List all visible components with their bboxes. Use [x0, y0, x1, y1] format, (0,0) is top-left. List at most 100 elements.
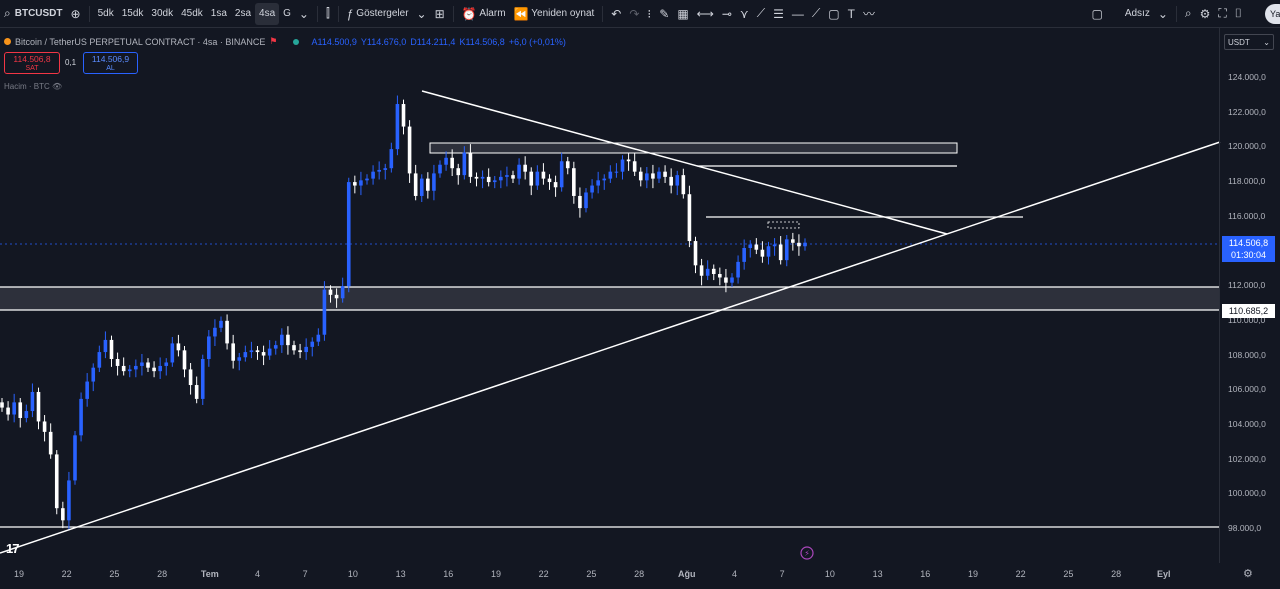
- brush-tool[interactable]: ✎: [655, 3, 673, 25]
- layout-name[interactable]: Adsız: [1124, 8, 1150, 19]
- candle-body: [61, 508, 65, 521]
- x-tick-label: 10: [347, 569, 358, 579]
- y-tick-label: 102.000,0: [1228, 453, 1266, 464]
- interval-30m[interactable]: 30dk: [151, 8, 174, 19]
- fullscreen-button[interactable]: ⛶: [1214, 3, 1230, 25]
- candle-body: [675, 175, 680, 186]
- currency-selector[interactable]: USDT ⌄: [1224, 34, 1274, 50]
- quick-search-button[interactable]: ⌕: [1181, 3, 1196, 25]
- minus-icon: —: [791, 6, 804, 21]
- layout-checkbox[interactable]: ▢: [1087, 3, 1106, 25]
- user-avatar[interactable]: Ya: [1265, 4, 1280, 24]
- hline-tool[interactable]: —: [788, 3, 808, 25]
- drawing-tools-button[interactable]: ⁝: [643, 3, 655, 25]
- candle-body: [584, 192, 588, 209]
- alarm-button[interactable]: ⏰ Alarm: [458, 3, 510, 25]
- snapshot-button[interactable]: ⌷: [1231, 3, 1246, 25]
- compare-symbol-button[interactable]: ⊕: [67, 3, 85, 25]
- candle-body: [626, 159, 631, 162]
- eye-icon[interactable]: 👁: [52, 82, 63, 91]
- replay-button[interactable]: ⏪ Yeniden oynat: [510, 3, 599, 25]
- candle-body: [730, 277, 734, 283]
- text-tool[interactable]: T: [844, 3, 859, 25]
- candle-body: [164, 362, 169, 366]
- fib-tool[interactable]: ☰: [769, 3, 788, 25]
- candle-body: [298, 350, 302, 353]
- candle-body: [73, 435, 77, 481]
- x-tick-label: 25: [109, 569, 120, 579]
- rectangle-tool[interactable]: ▢: [824, 3, 843, 25]
- layout-dropdown[interactable]: ⌄: [1154, 3, 1172, 25]
- candle-body: [158, 365, 162, 372]
- candle-body: [444, 157, 448, 165]
- grid-icon: ⊞: [434, 6, 445, 21]
- camera-icon: ⌷: [1234, 6, 1242, 20]
- chevron-down-icon: ⌄: [1263, 38, 1270, 47]
- volume-legend: Hacim · BTC 👁: [4, 82, 62, 91]
- x-tick-label: 28: [634, 569, 645, 579]
- candle-body: [523, 164, 527, 172]
- interval-45m[interactable]: 45dk: [181, 8, 203, 19]
- alarm-clock-icon: ⏰: [461, 6, 477, 21]
- price-chart[interactable]: ⚡: [0, 28, 1280, 589]
- horizontal-line-icon: ⟷: [696, 6, 714, 21]
- countdown-timer: 01:30:04: [1230, 250, 1267, 260]
- candle-body: [772, 244, 777, 247]
- undo-button[interactable]: ↶: [607, 3, 625, 25]
- currency-label: USDT: [1228, 38, 1250, 47]
- chart-type-button[interactable]: ⫿: [322, 3, 334, 25]
- path-tool[interactable]: ⋎: [736, 3, 753, 25]
- candle-body: [97, 352, 102, 368]
- candle-body: [803, 242, 807, 247]
- candle-body: [267, 348, 272, 356]
- candle-body: [669, 176, 673, 186]
- ray-tool[interactable]: ⊸: [718, 3, 736, 25]
- price-axis[interactable]: [1219, 28, 1280, 563]
- trendline-tool[interactable]: ⟋: [753, 3, 769, 25]
- settings-button[interactable]: ⚙: [1196, 3, 1215, 25]
- candle-body: [383, 168, 388, 170]
- x-tick-label: 7: [779, 569, 785, 579]
- interval-15m[interactable]: 15dk: [121, 8, 144, 19]
- candle-body: [219, 320, 223, 328]
- sell-button[interactable]: 114.506,8 SAT: [4, 52, 60, 74]
- grid-tool[interactable]: ▦: [673, 3, 692, 25]
- horizontal-line-tool[interactable]: ⟷: [693, 3, 718, 25]
- interval-1d[interactable]: G: [283, 8, 291, 19]
- buy-price: 114.506,9: [91, 54, 130, 64]
- y-tick-label: 108.000,0: [1228, 349, 1266, 360]
- buy-button[interactable]: 114.506,9 AL: [83, 52, 138, 74]
- interval-2h[interactable]: 2sa: [234, 8, 252, 19]
- x-tick-label: 22: [538, 569, 549, 579]
- candle-body: [134, 365, 138, 370]
- line-icon: ⟋: [811, 6, 821, 20]
- flag-icon[interactable]: ⚑: [269, 36, 278, 46]
- symbol-search[interactable]: ⌕ BTCUSDT: [0, 3, 67, 25]
- templates-button[interactable]: ⊞: [431, 3, 449, 25]
- interval-1h[interactable]: 1sa: [210, 8, 227, 19]
- indicators-dropdown[interactable]: ⌄: [413, 3, 431, 25]
- candle-body: [407, 126, 412, 174]
- candle-body: [608, 171, 613, 179]
- x-tick-label: 19: [13, 569, 25, 579]
- x-tick-label: 22: [61, 569, 72, 579]
- interval-5m[interactable]: 5dk: [97, 8, 114, 19]
- candle-body: [310, 341, 315, 347]
- x-tick-label: 4: [254, 569, 261, 579]
- dots-icon: ⁝: [647, 6, 652, 21]
- candle-body: [638, 171, 643, 181]
- candle-body: [657, 171, 661, 179]
- interval-dropdown[interactable]: ⌄: [295, 3, 313, 25]
- candle-body: [54, 454, 59, 509]
- candle-body: [486, 176, 491, 183]
- candle-body: [36, 391, 41, 422]
- line-tool[interactable]: ⟋: [808, 3, 824, 25]
- fib-icon: ☰: [773, 6, 784, 21]
- indicators-button[interactable]: ƒ Göstergeler: [343, 3, 413, 25]
- y-tick-label: 124.000,0: [1228, 72, 1266, 82]
- sell-price: 114.506,8: [13, 54, 51, 64]
- redo-button[interactable]: ↷: [625, 3, 643, 25]
- axis-settings-icon[interactable]: ⚙: [1243, 568, 1253, 580]
- pattern-tool[interactable]: 〰: [859, 3, 879, 25]
- interval-4h[interactable]: 4sa: [255, 2, 280, 25]
